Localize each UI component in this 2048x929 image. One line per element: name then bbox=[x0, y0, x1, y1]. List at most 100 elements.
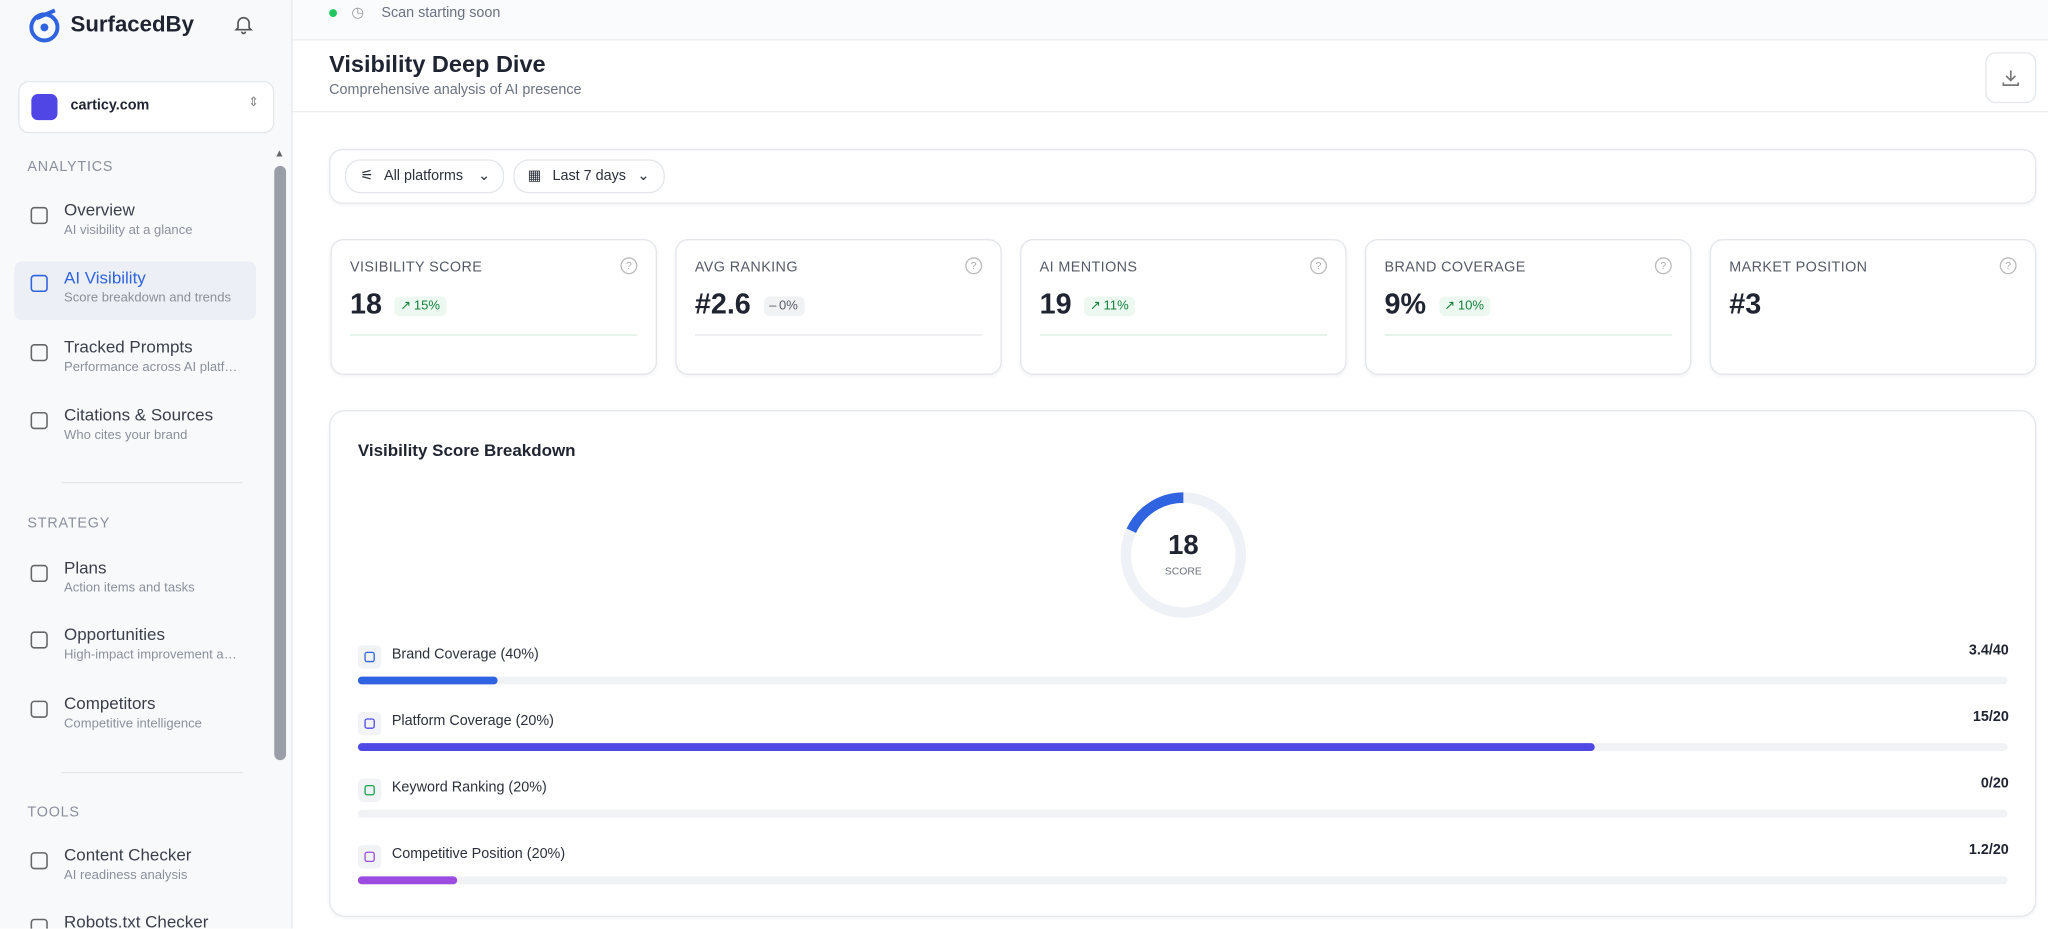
metric-card: AI MENTIONS? 19 ↗ 11% bbox=[1020, 239, 1347, 375]
clock: ◷ bbox=[351, 5, 364, 21]
help-icon: ? bbox=[965, 257, 983, 275]
metric-change: ↗ 11% bbox=[1084, 296, 1136, 317]
nav-icon bbox=[30, 411, 48, 430]
brand: SurfacedBy bbox=[70, 11, 194, 37]
metric-label: VISIBILITY SCORE bbox=[350, 259, 483, 276]
score-value: 18 bbox=[1168, 529, 1198, 560]
nav-title: Tracked Prompts bbox=[63, 336, 193, 357]
score-label: SCORE bbox=[1165, 567, 1202, 578]
sparkline bbox=[1384, 334, 1672, 336]
nav-item[interactable]: Content Checker AI readiness analysis bbox=[14, 839, 256, 898]
logo-icon bbox=[29, 8, 60, 43]
trend-icon: – bbox=[769, 299, 777, 314]
sparkline bbox=[1039, 334, 1328, 336]
row-label: Keyword Ranking (20%) bbox=[391, 779, 547, 796]
metric-change: ↗ 15% bbox=[395, 296, 447, 317]
filter-label: Last 7 days bbox=[552, 168, 626, 185]
change-value: 0% bbox=[778, 299, 798, 314]
nav-title: Competitors bbox=[63, 693, 156, 714]
row-value: 0/20 bbox=[1980, 775, 2009, 792]
bar bbox=[357, 743, 1596, 752]
score-donut: 18 SCORE bbox=[1120, 492, 1247, 618]
nav-subtitle: AI visibility at a glance bbox=[63, 223, 193, 238]
nav-item[interactable]: Plans Action items and tasks bbox=[14, 551, 256, 610]
trend-icon: ↗ bbox=[1089, 299, 1101, 314]
row-icon bbox=[357, 645, 382, 669]
workspace-name: carticy.com bbox=[70, 97, 150, 114]
metric-label: BRAND COVERAGE bbox=[1384, 259, 1526, 276]
chevron: ⇕ bbox=[248, 95, 260, 110]
help-icon: ? bbox=[620, 257, 638, 275]
panel-title: Visibility Score Breakdown bbox=[357, 440, 576, 460]
workspace-select[interactable]: carticy.com ⇕ bbox=[18, 80, 275, 134]
metric-value: 9% bbox=[1384, 287, 1427, 320]
metric-card: MARKET POSITION? #3 bbox=[1709, 239, 2037, 375]
metric-value: 19 bbox=[1039, 287, 1072, 320]
metric-label: AVG RANKING bbox=[694, 259, 798, 276]
bar bbox=[357, 676, 499, 685]
help-icon: ? bbox=[1654, 257, 1672, 275]
nav-icon bbox=[30, 564, 48, 583]
help-icon: ? bbox=[1999, 257, 2017, 275]
download-button[interactable] bbox=[1985, 52, 2037, 104]
nav-title: AI Visibility bbox=[63, 267, 146, 288]
bar-track bbox=[357, 876, 2008, 885]
nav-subtitle: High-impact improvement a… bbox=[63, 647, 237, 663]
date-filter[interactable]: ▦ Last 7 days ⌄ bbox=[513, 159, 665, 194]
metric-label: MARKET POSITION bbox=[1729, 259, 1868, 276]
platform-filter[interactable]: ⚟ All platforms ⌄ bbox=[344, 159, 505, 194]
metric-card: VISIBILITY SCORE? 18 ↗ 15% bbox=[330, 239, 657, 375]
nav-icon bbox=[30, 631, 48, 649]
help-icon: ? bbox=[1310, 257, 1328, 275]
row-value: 15/20 bbox=[1972, 709, 2009, 725]
page-title: Visibility Deep Dive bbox=[329, 50, 546, 78]
donut-arc bbox=[1120, 492, 1247, 618]
nav-icon bbox=[30, 700, 48, 718]
nav-icon bbox=[30, 206, 48, 225]
nav-subtitle: Performance across AI platf… bbox=[63, 360, 238, 375]
change-value: 10% bbox=[1457, 299, 1485, 314]
trend-icon: ↗ bbox=[1444, 299, 1456, 314]
nav-title: Citations & Sources bbox=[63, 404, 214, 425]
filter-bar bbox=[329, 148, 2037, 204]
nav-item[interactable]: AI Visibility Score breakdown and trends bbox=[14, 261, 256, 320]
metric-card: BRAND COVERAGE? 9% ↗ 10% bbox=[1364, 239, 1692, 375]
nav-subtitle: Who cites your brand bbox=[63, 428, 188, 443]
nav-title: Overview bbox=[63, 199, 135, 220]
row-label: Brand Coverage (40%) bbox=[391, 646, 539, 663]
row-value: 3.4/40 bbox=[1968, 642, 2009, 659]
sparkline bbox=[350, 334, 638, 336]
nav-item[interactable]: Citations & Sources Who cites your brand bbox=[14, 398, 256, 457]
divider bbox=[61, 771, 243, 774]
workspace-icon bbox=[31, 94, 58, 121]
status-dot bbox=[329, 9, 337, 17]
nav-item[interactable]: Opportunities High-impact improvement a… bbox=[14, 618, 256, 677]
metric-value: #2.6 bbox=[694, 287, 751, 320]
row-label: Platform Coverage (20%) bbox=[391, 713, 554, 729]
metric-value: #3 bbox=[1729, 287, 1762, 320]
nav-item[interactable]: Robots.txt Checker bbox=[14, 905, 256, 929]
nav-title: Plans bbox=[63, 557, 107, 578]
section-title: STRATEGY bbox=[27, 515, 111, 532]
notifications[interactable] bbox=[232, 13, 254, 35]
nav-subtitle: Action items and tasks bbox=[63, 581, 195, 596]
row-icon bbox=[357, 711, 382, 736]
nav-item[interactable]: Tracked Prompts Performance across AI pla… bbox=[14, 330, 256, 389]
change-value: 15% bbox=[413, 299, 441, 314]
page-subtitle: Comprehensive analysis of AI presence bbox=[329, 82, 582, 98]
section-title: TOOLS bbox=[27, 804, 80, 821]
nav-subtitle: Score breakdown and trends bbox=[63, 291, 231, 306]
scrollbar: ▲ bbox=[274, 148, 287, 762]
nav-title: Robots.txt Checker bbox=[63, 911, 209, 929]
divider bbox=[292, 111, 2048, 113]
trend-icon: ↗ bbox=[400, 299, 412, 314]
row-icon bbox=[357, 845, 382, 869]
change-value: 11% bbox=[1103, 299, 1129, 314]
metric-card: AVG RANKING? #2.6 –0% bbox=[675, 239, 1002, 375]
nav-item[interactable]: Overview AI visibility at a glance bbox=[14, 193, 256, 252]
bar bbox=[357, 876, 457, 885]
nav-icon bbox=[30, 852, 48, 870]
nav-item[interactable]: Competitors Competitive intelligence bbox=[14, 687, 256, 746]
